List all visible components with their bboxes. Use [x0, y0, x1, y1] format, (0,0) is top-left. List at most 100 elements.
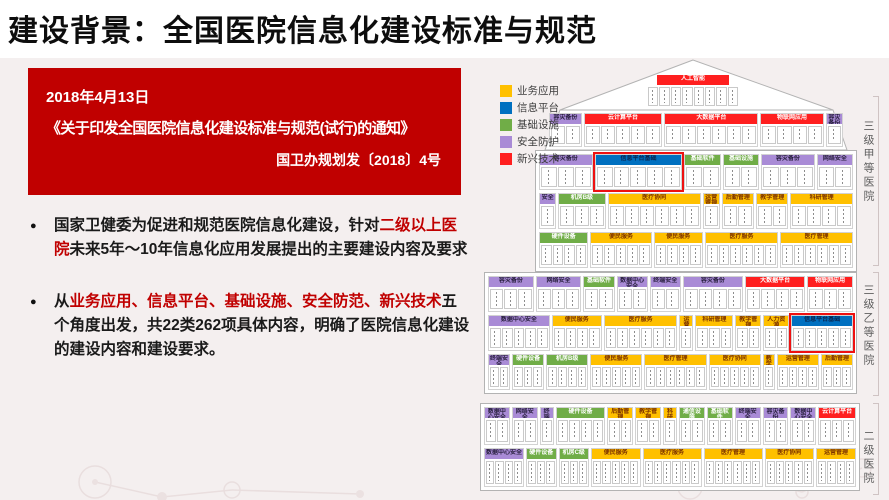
item-cell — [557, 420, 569, 442]
item-cell — [820, 420, 831, 442]
item-cells — [685, 165, 719, 189]
notice-doc-number: 国卫办规划发〔2018〕4号 — [276, 152, 441, 168]
item-cell — [646, 126, 661, 144]
category-header: 医疗服务 — [604, 316, 677, 326]
item-cell — [621, 367, 631, 387]
category-block: 机房C级 — [558, 448, 589, 487]
item-cell — [843, 420, 855, 442]
item-cell — [577, 328, 588, 348]
category-header: 机房B级 — [547, 355, 588, 365]
category-block: 信息平台基础 — [791, 315, 853, 351]
item-cell — [578, 461, 588, 484]
item-cells — [591, 365, 641, 389]
category-header: 终端安全 — [540, 408, 553, 418]
item-cell — [837, 206, 851, 226]
category-block: 便民服务 — [591, 448, 641, 487]
category-header: 网络安全 — [536, 277, 581, 287]
category-header: 信息平台基础 — [595, 155, 682, 165]
item-cell — [809, 289, 823, 309]
diagram-row: 数据中心安全 硬件设备 机房C级 便民服务 医疗服务 医疗管理 医疗协同 运营管理 — [484, 448, 856, 487]
highlight-text: 业务应用、信息平台、基础设施、安全防范、新兴技术 — [69, 293, 442, 311]
item-cell — [730, 245, 741, 265]
item-cell — [569, 420, 580, 442]
tier-label-2: 三级乙等医院 — [862, 284, 874, 368]
item-cell — [691, 461, 700, 484]
item-cell — [778, 367, 788, 387]
item-cells — [761, 124, 822, 146]
item-cell — [652, 328, 664, 348]
plain-text: 五个角度出发，共22类262项具体内容，明确了医院信息化建设的建设内容和建设要求… — [54, 293, 470, 359]
roof-block: 人工智能 — [647, 75, 739, 108]
item-cell — [602, 367, 611, 387]
category-block: 数据中心安全 — [616, 276, 648, 312]
item-cell — [548, 367, 557, 387]
architecture-diagram: 业务应用 信息平台 基础设施 安全防护 新兴技术 人工智能 容灾备份 云计算平台 大数据平台… — [475, 58, 889, 500]
category-block: 数据中心安全 — [484, 407, 510, 445]
tier-bracket — [873, 96, 879, 266]
category-block: 硬件设备 — [555, 407, 606, 445]
item-cell — [690, 245, 701, 265]
item-cells — [822, 365, 852, 389]
item-cell — [684, 289, 699, 309]
item-cells — [489, 365, 509, 389]
category-block: 网络安全 — [511, 407, 538, 445]
item-cells — [489, 287, 533, 311]
notice-title: 《关于印发全国医院信息化建设标准与规范(试行)的通知》 — [46, 120, 415, 137]
item-cell — [501, 328, 513, 348]
diagram-row: 终端安全硬件设备机房B级便民服务医疗管理医疗协同教学管理运营管理后勤管理 — [488, 354, 854, 390]
item-cell — [664, 167, 681, 187]
item-cell — [639, 206, 654, 226]
item-cell — [749, 367, 759, 387]
category-header: 便民服务 — [591, 355, 642, 365]
item-cell — [775, 289, 789, 309]
item-cell — [672, 461, 681, 484]
item-cells — [791, 204, 852, 228]
item-cell — [513, 328, 525, 348]
tier-bracket — [873, 272, 879, 396]
item-cell — [565, 126, 580, 144]
item-cell — [592, 367, 602, 387]
category-block: 教学管理 — [735, 315, 762, 351]
item-cells — [684, 287, 742, 311]
item-cells — [827, 124, 842, 146]
category-header: 硬件设备 — [527, 449, 556, 459]
item-cell — [741, 167, 758, 187]
item-cell — [764, 420, 775, 442]
category-header: 数据中心安全 — [617, 277, 647, 287]
item-cell — [599, 289, 613, 309]
category-block: 网络安全 — [816, 154, 854, 190]
category-header: 物联网应用 — [808, 277, 853, 287]
item-cells — [605, 326, 677, 350]
item-cell — [490, 367, 499, 387]
item-cells — [592, 459, 640, 486]
item-cell — [624, 206, 639, 226]
category-block: 教学管理 — [762, 354, 775, 390]
notice-box: 2018年4月13日 《关于印发全国医院信息化建设标准与规范(试行)的通知》 国… — [28, 68, 461, 195]
category-block: 科研管理 — [790, 193, 853, 229]
category-header: 教学管理 — [736, 316, 761, 326]
item-cells — [585, 124, 662, 146]
item-cell — [666, 126, 681, 144]
item-cell — [611, 461, 620, 484]
item-cell — [585, 126, 600, 144]
item-cell — [663, 461, 672, 484]
category-header: 数据中心安全 — [485, 408, 509, 418]
category-header: 运营管理 — [817, 449, 855, 459]
category-block: 人力资源 — [763, 315, 790, 351]
item-cell — [654, 206, 669, 226]
category-block: 医疗管理 — [703, 448, 763, 487]
bullet-marker: ● — [30, 296, 37, 309]
item-cell — [681, 126, 696, 144]
item-cell — [765, 328, 776, 348]
item-cells — [557, 418, 605, 444]
item-cell — [575, 245, 587, 265]
category-block: 信息平台基础 — [594, 154, 683, 190]
item-cell — [711, 126, 727, 144]
item-cell — [713, 289, 727, 309]
page-title: 建设背景：全国医院信息化建设标准与规范 — [8, 15, 597, 48]
item-cell — [777, 126, 792, 144]
item-cells — [485, 418, 509, 444]
category-block: 网络安全 — [535, 276, 582, 312]
category-block: 医疗管理 — [644, 354, 707, 390]
item-cell — [551, 126, 565, 144]
